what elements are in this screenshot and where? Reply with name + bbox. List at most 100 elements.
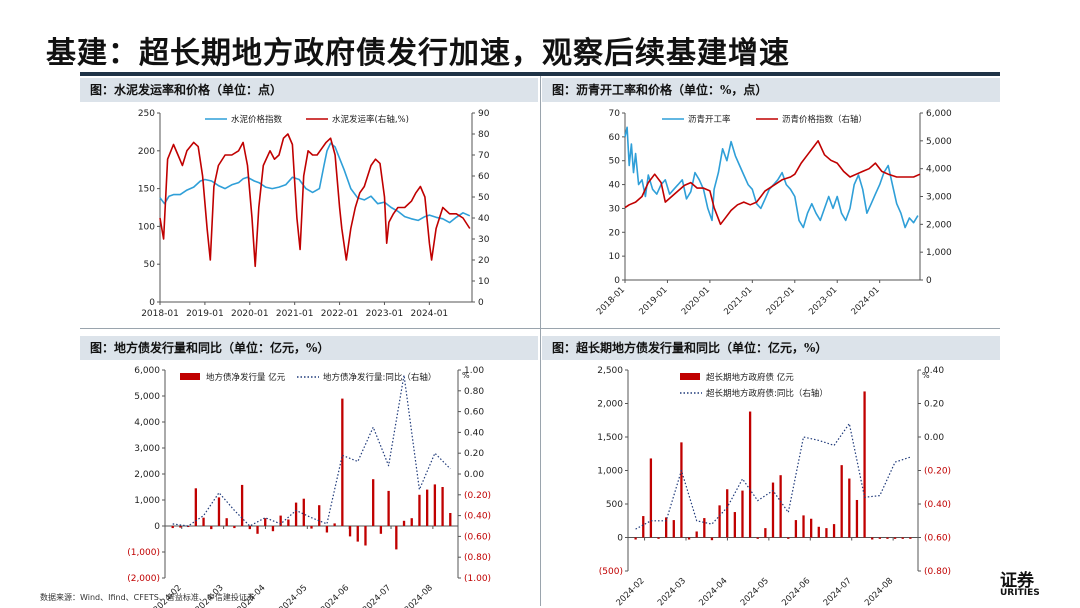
local-bond-bar	[233, 526, 236, 529]
local-bond-y-right-tick-label: (0.20)	[464, 491, 491, 501]
ultra-long-bond-bar	[901, 537, 904, 539]
ultra-long-bond-bar	[848, 478, 851, 538]
local-bond-y-left-tick-label: 5,000	[134, 392, 160, 402]
ultra-long-bond-x-tick-label: 2024-04	[697, 576, 729, 608]
ultra-long-bond-bar	[825, 528, 828, 538]
ultra-long-bond-bar	[748, 411, 752, 538]
ultra-long-bond-bar	[718, 505, 721, 538]
ultra-long-bond-bar	[726, 489, 729, 538]
ultra-long-bond-bar	[680, 442, 683, 538]
ultra-long-bond-y-left-tick-label: 2,500	[597, 366, 623, 376]
panel-title-asphalt: 图：沥青开工率和价格（单位：%，点）	[542, 78, 1000, 102]
brand-logo-text: 证券	[1000, 571, 1034, 591]
local-bond-bar	[387, 490, 390, 526]
cement-legend-label: 水泥发运率(右轴,%)	[332, 114, 409, 125]
ultra-long-bond-bar	[687, 537, 691, 540]
asphalt-y-right-tick-label: 4,000	[926, 165, 952, 175]
cement-y-right-tick-label: 30	[478, 235, 490, 245]
local-bond-bar	[433, 484, 437, 526]
local-bond-bar	[302, 498, 305, 526]
local-bond-y-right-tick-label: 1.00	[464, 366, 484, 376]
local-bond-y-right-tick-label: (0.40)	[464, 512, 491, 522]
local-bond-bar	[426, 489, 429, 526]
ultra-long-bond-bar	[703, 518, 706, 538]
asphalt-y-left-tick-label: 30	[609, 204, 621, 214]
cement-x-tick-label: 2022-01	[321, 309, 359, 319]
ultra-long-bond-bar	[672, 520, 675, 538]
ultra-long-bond-x-tick-label: 2024-08	[863, 576, 895, 608]
ultra-long-bond-y-right-tick-label: (0.60)	[924, 534, 951, 544]
local-bond-y-right-tick-label: (0.60)	[464, 532, 491, 542]
ultra-long-bond-bar	[710, 537, 714, 541]
cement-y-right-tick-label: 10	[478, 277, 490, 287]
local-bond-bar	[310, 526, 313, 529]
local-bond-bar	[441, 487, 444, 526]
local-bond-bar	[225, 518, 228, 526]
cement-series-line-1	[159, 133, 471, 268]
ultra-long-bond-x-tick-label: 2024-05	[739, 576, 771, 608]
ultra-long-bond-bar	[695, 531, 698, 538]
ultra-long-bond-y-right-tick-label: 0.40	[924, 366, 944, 376]
ultra-long-bond-y-right-tick-label: (0.40)	[924, 500, 951, 510]
local-bond-x-tick-label: 2024-07	[361, 583, 393, 608]
asphalt-y-left-tick-label: 10	[609, 252, 621, 262]
asphalt-x-tick-label: 2021-01	[722, 285, 754, 317]
panel-title-cement: 图：水泥发运率和价格（单位：点）	[80, 78, 538, 102]
local-bond-bar	[410, 518, 413, 526]
cement-y-left-tick-label: 200	[138, 147, 155, 157]
ultra-long-bond-y-left-tick-label: 500	[606, 500, 623, 510]
local-bond-bar	[217, 497, 221, 526]
local-bond-y-left-tick-label: (2,000)	[127, 574, 160, 584]
local-bond-y-left-tick-label: 3,000	[134, 444, 160, 454]
local-bond-bar	[372, 479, 375, 526]
local-bond-bar	[271, 526, 275, 532]
cement-x-tick-label: 2018-01	[141, 309, 179, 319]
local-bond-bar	[341, 398, 344, 526]
ultra-long-bond-bar	[649, 458, 653, 538]
local-bond-bar	[402, 520, 406, 526]
ultra-long-bond-legend-swatch	[680, 373, 700, 380]
local-bond-x-tick-label: 2024-05	[277, 583, 309, 608]
ultra-long-bond-bar	[802, 515, 805, 538]
cement-y-right-tick-label: 40	[478, 214, 490, 224]
ultra-long-bond-bar	[787, 537, 790, 539]
ultra-long-bond-y-left-tick-label: 2,000	[597, 400, 623, 410]
cement-series-line-0	[159, 142, 471, 224]
ultra-long-bond-x-tick-label: 2024-07	[822, 576, 854, 608]
local-bond-bar	[294, 502, 298, 526]
local-bond-bar	[379, 526, 383, 534]
cement-x-tick-label: 2019-01	[186, 309, 224, 319]
asphalt-x-tick-label: 2020-01	[680, 285, 712, 317]
local-bond-bar	[333, 523, 336, 526]
local-bond-bar	[418, 494, 421, 526]
local-bond-bar	[449, 513, 452, 526]
ultra-long-bond-bar	[764, 528, 767, 538]
asphalt-y-right-tick-label: 2,000	[926, 220, 952, 230]
local-bond-y-right-tick-label: 0.60	[464, 408, 484, 418]
ultra-long-bond-legend-label: 超长期地方政府债:同比（右轴）	[706, 388, 828, 399]
asphalt-y-right-tick-label: 0	[926, 276, 932, 286]
local-bond-bar	[318, 505, 321, 526]
cement-y-left-tick-label: 150	[138, 185, 155, 195]
local-bond-y-left-tick-label: 2,000	[134, 470, 160, 480]
cement-x-tick-label: 2023-01	[366, 309, 404, 319]
vertical-divider	[540, 76, 541, 606]
page-title: 基建：超长期地方政府债发行加速，观察后续基建增速	[46, 36, 790, 71]
ultra-long-bond-bar	[871, 537, 874, 540]
ultra-long-bond-bar	[741, 490, 744, 538]
local-bond-bar	[348, 526, 352, 537]
ultra-long-bond-y-right-tick-label: (0.80)	[924, 567, 951, 577]
asphalt-y-left-tick-label: 50	[609, 157, 621, 167]
local-bond-legend-label: 地方债净发行量:同比（右轴）	[323, 372, 436, 383]
ultra-long-bond-bar	[756, 537, 759, 539]
cement-y-right-tick-label: 0	[478, 298, 484, 308]
local-bond-bar	[264, 518, 267, 526]
local-bond-y-left-tick-label: 4,000	[134, 418, 160, 428]
local-bond-y-right-unit: %	[462, 371, 470, 380]
ultra-long-bond-y-right-tick-label: (0.20)	[924, 467, 951, 477]
asphalt-y-left-tick-label: 60	[609, 133, 621, 143]
local-bond-series-line-1	[172, 374, 451, 527]
local-bond-bar	[279, 515, 282, 526]
local-bond-y-left-tick-label: 1,000	[134, 496, 160, 506]
ultra-long-bond-x-tick-label: 2024-06	[780, 576, 812, 608]
